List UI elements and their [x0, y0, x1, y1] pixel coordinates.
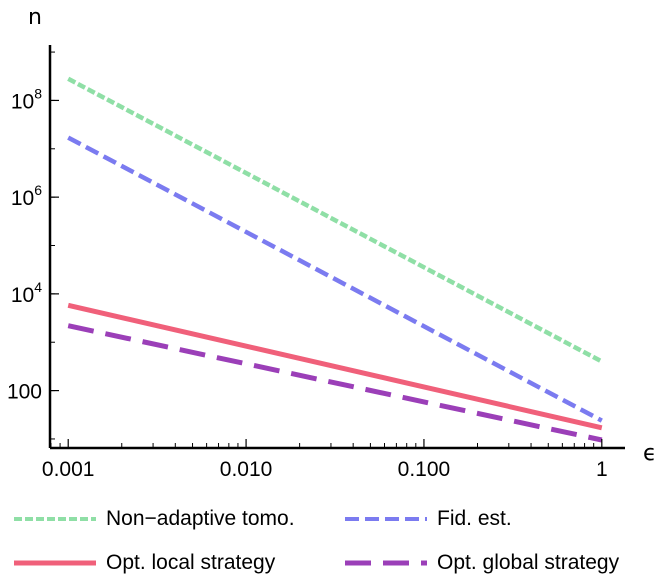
chart-legend: Non−adaptive tomo. Fid. est. Opt. local … [0, 490, 663, 577]
series-line-3 [67, 302, 603, 431]
x-tick-label: 0.010 [220, 458, 273, 481]
series-line-1 [67, 76, 603, 364]
chart-ticks: 100 104 106 108 0.001 0.010 0.100 1 [7, 51, 608, 481]
y-tick-label: 100 [7, 381, 42, 404]
series-line-2 [67, 135, 603, 423]
legend-swatch-non-adaptive [14, 517, 96, 521]
log-log-chart: 100 104 106 108 0.001 0.010 0.100 1 n ϵ [7, 5, 657, 481]
legend-swatch-opt-global [345, 560, 427, 566]
legend-item-opt-global: Opt. global strategy [345, 548, 619, 578]
x-tick-label: 1 [596, 458, 608, 481]
legend-label: Non−adaptive tomo. [106, 507, 295, 530]
y-tick-label: 104 [11, 279, 42, 307]
legend-label: Fid. est. [437, 507, 512, 530]
x-tick-label: 0.001 [42, 458, 95, 481]
legend-item-opt-local: Opt. local strategy [14, 548, 275, 578]
chart-axes [48, 45, 625, 450]
x-axis-title: ϵ [643, 441, 657, 466]
x-tick-label: 0.100 [398, 458, 451, 481]
legend-label: Opt. local strategy [106, 551, 276, 574]
chart-series [67, 76, 603, 443]
legend-item-fid-est: Fid. est. [345, 504, 512, 534]
legend-swatch-fid-est [345, 517, 427, 521]
series-line-4 [67, 323, 603, 443]
legend-item-non-adaptive-tomo: Non−adaptive tomo. [14, 504, 295, 534]
legend-label: Opt. global strategy [437, 551, 620, 574]
y-tick-label: 106 [11, 182, 42, 210]
y-axis-title: n [28, 5, 42, 30]
legend-swatch-opt-local [14, 560, 96, 566]
y-tick-label: 108 [11, 85, 42, 113]
